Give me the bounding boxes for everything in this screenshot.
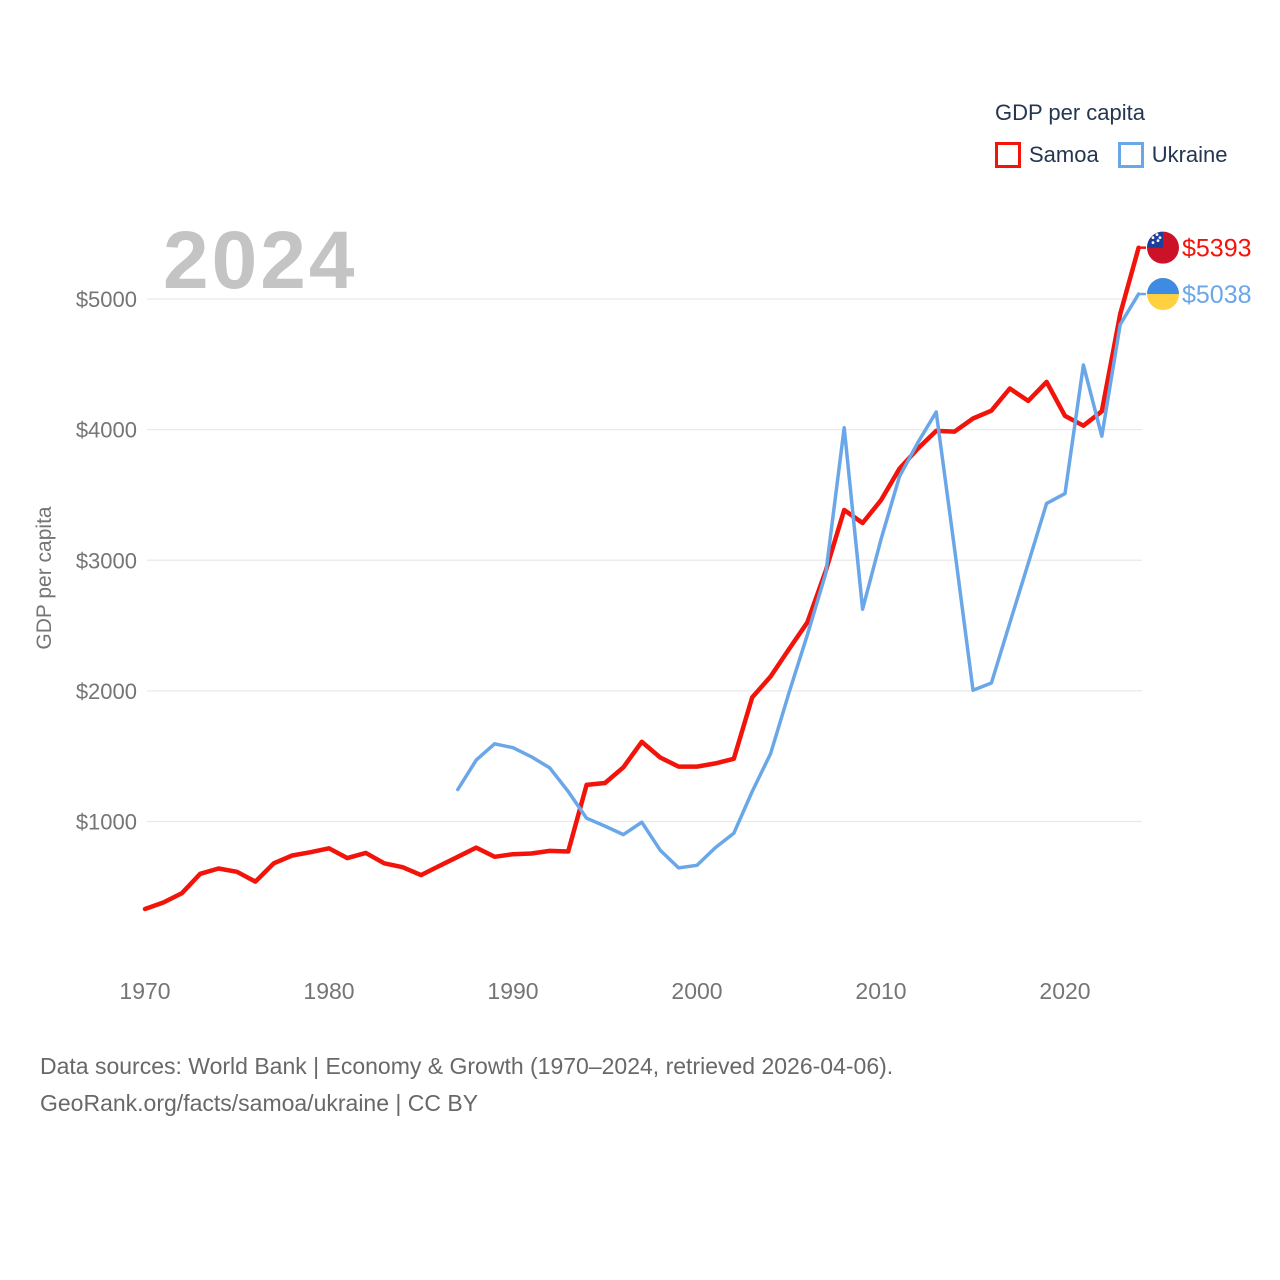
footer-attribution: GeoRank.org/facts/samoa/ukraine | CC BY	[40, 1090, 479, 1117]
ukraine-line	[456, 292, 1141, 870]
y-tick-label: $1000	[76, 810, 137, 835]
y-tick-label: $4000	[76, 418, 137, 443]
x-tick-label: 2020	[1039, 978, 1090, 1004]
x-tick-label: 2010	[855, 978, 906, 1004]
y-tick-label: $3000	[76, 548, 137, 573]
ukraine-end-value: $5038	[1182, 281, 1252, 309]
legend: GDP per capita Samoa Ukraine	[995, 100, 1228, 168]
legend-item-label: Ukraine	[1151, 142, 1228, 167]
samoa-swatch	[995, 142, 1021, 168]
ukraine-swatch	[1117, 142, 1144, 168]
y-tick-label: $2000	[76, 679, 137, 704]
y-axis-title: GDP per capita	[33, 506, 56, 650]
samoa-end-value: $5393	[1182, 235, 1252, 263]
samoa-line	[142, 245, 1141, 912]
legend-items: Samoa Ukraine	[995, 142, 1228, 168]
legend-title: GDP per capita	[995, 100, 1146, 125]
x-tick-label: 1990	[487, 978, 538, 1004]
footer-sources: Data sources: World Bank | Economy & Gro…	[40, 1053, 894, 1079]
samoa-flag-icon	[1147, 231, 1179, 264]
x-tick-label: 2000	[671, 978, 722, 1004]
ukraine-flag-icon	[1147, 278, 1179, 311]
y-tick-label: $5000	[76, 287, 137, 312]
legend-item-label: Samoa	[1029, 142, 1099, 167]
x-tick-label: 1980	[303, 978, 354, 1004]
footer: Data sources: World Bank | Economy & Gro…	[40, 1048, 893, 1123]
x-tick-label: 1970	[119, 978, 170, 1004]
year-watermark: 2024	[163, 215, 358, 306]
legend-item-samoa[interactable]: Samoa	[995, 142, 1099, 168]
legend-item-ukraine[interactable]: Ukraine	[1117, 142, 1228, 168]
